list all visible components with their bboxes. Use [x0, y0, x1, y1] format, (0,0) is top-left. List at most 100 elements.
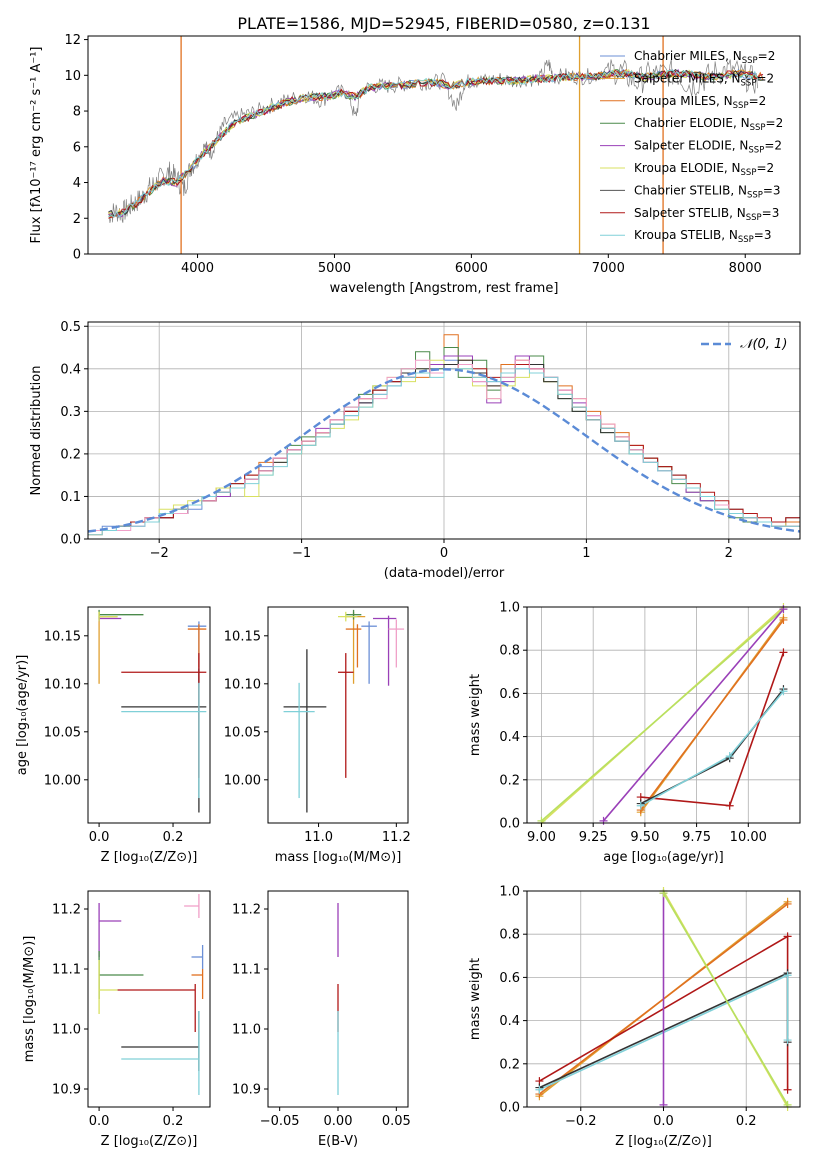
- weight-marker: [779, 615, 788, 624]
- y-tick-label: 0.2: [60, 447, 81, 462]
- y-axis-label: age [log₁₀(age/yr)]: [15, 655, 30, 776]
- y-tick-label: 0.4: [499, 1014, 520, 1029]
- legend-label: Chabrier STELIB, NSSP=3: [634, 183, 781, 200]
- weight-marker: [725, 801, 734, 810]
- observed-spectrum: [108, 59, 758, 223]
- axes-1: −2 −1 0 1 2 0.0 0.1 0.2 0.3 0.4 0.5 (data-model)/er…: [29, 320, 801, 581]
- x-tick-label: −1: [292, 546, 311, 561]
- axes-6: −0.05 0.00 0.05 10.9 11.0 11.1 11.2 E(B-V): [232, 890, 411, 1149]
- axes-3: 11.0 11.2 10.00 10.05 10.10 10.15 mass [log₁₀(…: [224, 606, 411, 865]
- x-tick-label: 0.0: [89, 830, 110, 845]
- y-tick-label: 2: [73, 212, 81, 227]
- x-axis-label: Z [log₁₀(Z/Z⊙)]: [101, 1134, 198, 1149]
- y-tick-label: 1.0: [499, 885, 520, 900]
- y-tick-label: 11.0: [232, 1023, 261, 1038]
- weight-marker: [783, 1085, 792, 1094]
- x-tick-label: −0.2: [565, 1114, 597, 1129]
- y-axis-label: mass [log₁₀(M/M⊙)]: [22, 936, 37, 1063]
- y-axis-label: Flux [fλ10⁻¹⁷ erg cm⁻² s⁻¹ A⁻¹]: [29, 47, 44, 244]
- x-tick-label: 0.0: [653, 1114, 674, 1129]
- y-tick-label: 10.9: [232, 1083, 261, 1098]
- y-tick-label: 8: [73, 105, 81, 120]
- y-tick-label: 6: [73, 140, 81, 155]
- weight-marker: [783, 899, 792, 908]
- weight-line: [640, 619, 785, 811]
- y-tick-label: 10.15: [44, 629, 81, 644]
- weight-marker: [535, 1085, 544, 1094]
- legend-label-base: Kroupa MILES, N: [634, 94, 733, 108]
- legend-label-base: Chabrier MILES, N: [634, 49, 742, 63]
- weight-line: [640, 688, 785, 805]
- legend-label-sub: SSP: [741, 168, 757, 178]
- plot-area: [98, 894, 204, 1095]
- y-tick-label: 10.00: [44, 773, 81, 788]
- weight-marker: [779, 605, 788, 614]
- x-tick-label: 0.2: [163, 830, 184, 845]
- weight-marker: [783, 932, 792, 941]
- y-tick-label: 1.0: [499, 601, 520, 616]
- x-tick-label: 11.2: [382, 830, 411, 845]
- y-axis-label: mass weight: [468, 674, 483, 756]
- legend-label-sub: SSP: [750, 123, 766, 133]
- legend-label-sub: SSP: [738, 235, 754, 245]
- y-tick-label: 0.0: [60, 533, 81, 548]
- y-tick-label: 0.2: [499, 1057, 520, 1072]
- y-tick-label: 12: [64, 33, 81, 48]
- weight-marker: [779, 687, 788, 696]
- axes-frame: [526, 606, 801, 824]
- weight-marker: [636, 801, 645, 810]
- weight-marker: [783, 971, 792, 980]
- x-tick-label: 9.25: [579, 830, 608, 845]
- x-tick-label: 6000: [455, 261, 488, 276]
- legend-label: Chabrier MILES, NSSP=2: [634, 49, 775, 66]
- legend-label-base: Chabrier ELODIE, N: [634, 116, 750, 130]
- y-tick-label: 11.2: [232, 903, 261, 918]
- figure-title: PLATE=1586, MJD=52945, FIBERID=0580, z=0…: [237, 14, 650, 33]
- plot-area: [98, 609, 207, 813]
- legend-label-suffix: =3: [762, 206, 780, 220]
- plot-area: [108, 36, 764, 254]
- y-tick-label: 0.6: [499, 687, 520, 702]
- plot-area: [538, 891, 789, 1107]
- gaussian-curve: [88, 368, 800, 533]
- legend-label-suffix: =2: [758, 49, 776, 63]
- x-tick-label: 1: [582, 546, 590, 561]
- legend-label-sub: SSP: [733, 101, 749, 111]
- y-tick-label: 10.10: [224, 677, 261, 692]
- legend-label: Salpeter ELODIE, NSSP=2: [634, 139, 782, 156]
- y-tick-label: 0.2: [499, 773, 520, 788]
- legend-label: Kroupa MILES, NSSP=2: [634, 94, 766, 111]
- axes-0: 4000 5000 6000 7000 8000 0 2 4 6 8 10 12 wavelength …: [29, 33, 801, 296]
- weight-marker: [725, 752, 734, 761]
- plot-area: [540, 607, 785, 823]
- x-tick-label: 10.00: [730, 830, 767, 845]
- legend-label-sub: SSP: [741, 78, 757, 88]
- y-tick-label: 11.1: [232, 963, 261, 978]
- x-tick-label: 11.0: [304, 830, 333, 845]
- legend-label-suffix: =2: [764, 139, 782, 153]
- weight-line: [540, 608, 785, 822]
- legend-label-base: Kroupa ELODIE, N: [634, 161, 741, 175]
- legend-label-suffix: =2: [756, 161, 774, 175]
- weight-line: [640, 690, 785, 807]
- x-axis-label: Z [log₁₀(Z/Z⊙)]: [615, 1134, 712, 1149]
- y-tick-label: 0.0: [499, 1101, 520, 1116]
- weight-marker: [779, 648, 788, 657]
- y-tick-label: 10: [64, 69, 81, 84]
- y-tick-label: 0.8: [499, 644, 520, 659]
- y-tick-label: 0.4: [499, 730, 520, 745]
- legend-label: Kroupa STELIB, NSSP=3: [634, 228, 772, 245]
- model-spectrum-line: [108, 69, 763, 219]
- weight-line: [602, 608, 785, 822]
- weight-line: [662, 892, 789, 1106]
- legend-label: Chabrier ELODIE, NSSP=2: [634, 116, 783, 133]
- weight-marker: [783, 1036, 792, 1045]
- x-axis-label: E(B-V): [318, 1134, 358, 1149]
- y-tick-label: 10.15: [224, 629, 261, 644]
- x-tick-label: 0.2: [736, 1114, 757, 1129]
- y-tick-label: 0.6: [499, 971, 520, 986]
- y-axis-label: Normed distribution: [29, 366, 44, 496]
- model-spectrum-line: [108, 69, 764, 218]
- legend-label-base: Salpeter ELODIE, N: [634, 139, 748, 153]
